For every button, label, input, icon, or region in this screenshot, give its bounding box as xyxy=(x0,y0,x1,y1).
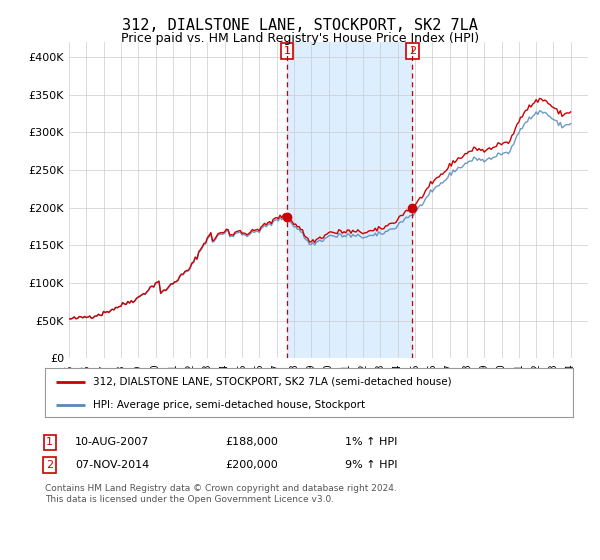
Text: 1% ↑ HPI: 1% ↑ HPI xyxy=(345,437,397,447)
Text: 312, DIALSTONE LANE, STOCKPORT, SK2 7LA (semi-detached house): 312, DIALSTONE LANE, STOCKPORT, SK2 7LA … xyxy=(92,377,451,387)
Bar xyxy=(287,42,412,358)
Text: 07-NOV-2014: 07-NOV-2014 xyxy=(75,460,149,470)
Text: 1: 1 xyxy=(46,437,53,447)
Text: Price paid vs. HM Land Registry's House Price Index (HPI): Price paid vs. HM Land Registry's House … xyxy=(121,32,479,45)
Text: 312, DIALSTONE LANE, STOCKPORT, SK2 7LA: 312, DIALSTONE LANE, STOCKPORT, SK2 7LA xyxy=(122,18,478,33)
Text: 2: 2 xyxy=(409,46,416,56)
Text: 2: 2 xyxy=(46,460,53,470)
Text: £200,000: £200,000 xyxy=(225,460,278,470)
Text: 9% ↑ HPI: 9% ↑ HPI xyxy=(345,460,398,470)
Text: 10-AUG-2007: 10-AUG-2007 xyxy=(75,437,149,447)
Text: HPI: Average price, semi-detached house, Stockport: HPI: Average price, semi-detached house,… xyxy=(92,400,365,410)
Text: 1: 1 xyxy=(283,46,290,56)
Text: Contains HM Land Registry data © Crown copyright and database right 2024.
This d: Contains HM Land Registry data © Crown c… xyxy=(45,484,397,504)
Text: £188,000: £188,000 xyxy=(225,437,278,447)
